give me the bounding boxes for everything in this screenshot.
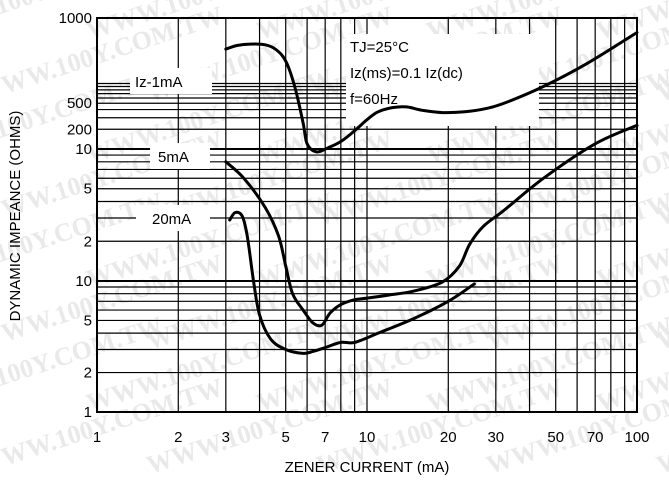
x-tick-label: 1 [93, 429, 101, 446]
curve-label: 20mA [152, 211, 191, 228]
curve-label: Iz-1mA [135, 74, 183, 91]
y-tick-label: 200 [67, 121, 92, 138]
x-tick-label: 70 [587, 429, 604, 446]
plot-frame [96, 17, 638, 413]
y-tick-label: 2 [84, 233, 92, 250]
y-tick-label: 5 [84, 312, 92, 329]
conditions-note: TJ=25°C Iz(ms)=0.1 Iz(dc) f=60Hz [350, 39, 463, 108]
series-line [228, 210, 476, 355]
y-tick-label: 2 [84, 365, 92, 382]
plot-border [96, 17, 638, 413]
x-axis-title: ZENER CURRENT (mA) [285, 459, 450, 476]
y-tick-label: 1000 [59, 10, 92, 27]
x-tick-label: 7 [321, 429, 329, 446]
y-tick-labels: 1000 500 200 10 5 2 10 5 2 1 [59, 10, 92, 421]
condition-text: f=60Hz [350, 91, 398, 108]
y-tick-label: 1 [84, 404, 92, 421]
x-tick-label: 3 [222, 429, 230, 446]
curves [224, 31, 639, 355]
x-tick-label: 20 [440, 429, 457, 446]
condition-text: Iz(ms)=0.1 Iz(dc) [350, 65, 463, 82]
label-background [150, 143, 210, 169]
label-background [130, 68, 212, 94]
x-tick-label: 10 [359, 429, 376, 446]
x-tick-label: 30 [487, 429, 504, 446]
x-tick-label: 5 [282, 429, 290, 446]
curve-labels: Iz-1mA 5mA 20mA [135, 74, 191, 228]
series-line [224, 31, 639, 154]
x-tick-label: 100 [624, 429, 649, 446]
y-tick-label: 5 [84, 181, 92, 198]
curve-label: 5mA [158, 149, 189, 166]
series-line [224, 123, 639, 328]
y-tick-label: 10 [75, 141, 92, 158]
label-background [136, 205, 210, 231]
condition-text: TJ=25°C [350, 39, 409, 56]
y-axis-title: DYNAMIC IMPEANCE (OHMS) [7, 111, 24, 322]
y-tick-label: 10 [75, 273, 92, 290]
x-tick-label: 2 [174, 429, 182, 446]
x-tick-label: 50 [547, 429, 564, 446]
x-tick-labels: 1 2 3 5 7 10 20 30 50 70 100 [93, 429, 650, 446]
y-tick-label: 500 [67, 95, 92, 112]
